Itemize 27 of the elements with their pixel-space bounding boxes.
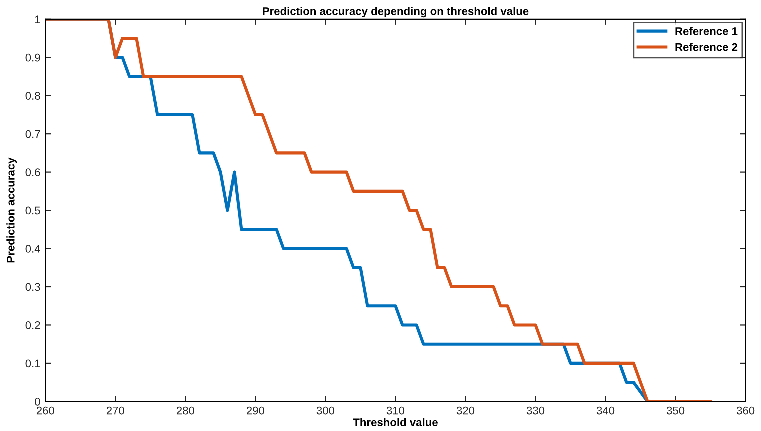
legend-label: Reference 1 <box>676 27 738 36</box>
y-tick-label: 0.8 <box>26 92 40 100</box>
chart-title: Prediction accuracy depending on threshold value <box>263 7 529 18</box>
x-tick-label: 360 <box>736 406 755 415</box>
x-tick-label: 320 <box>456 406 475 415</box>
y-tick-label: 0.2 <box>26 322 40 330</box>
x-tick-label: 300 <box>316 406 335 415</box>
y-tick-label: 0.1 <box>26 360 40 368</box>
y-tick-label: 0.7 <box>26 130 40 138</box>
y-tick-label: 0 <box>35 398 40 406</box>
y-tick-label: 0.9 <box>26 54 40 62</box>
x-tick-label: 340 <box>596 406 615 415</box>
x-tick-label: 290 <box>246 406 265 415</box>
x-tick-label: 260 <box>36 406 54 415</box>
y-tick-label: 0.4 <box>26 245 40 253</box>
legend-label: Reference 2 <box>676 43 738 52</box>
y-tick-label: 0.5 <box>26 206 40 215</box>
x-tick-label: 280 <box>176 406 195 415</box>
y-tick-label: 1 <box>35 16 40 24</box>
x-tick-label: 350 <box>666 406 685 415</box>
y-tick-label: 0.3 <box>26 283 40 292</box>
x-tick-label: 330 <box>526 406 545 415</box>
y-tick-label: 0.6 <box>26 168 40 176</box>
x-tick-label: 270 <box>106 406 125 415</box>
y-axis-title: Prediction accuracy <box>6 158 18 263</box>
x-tick-label: 310 <box>386 406 405 415</box>
x-axis-title: Threshold value <box>353 418 438 426</box>
